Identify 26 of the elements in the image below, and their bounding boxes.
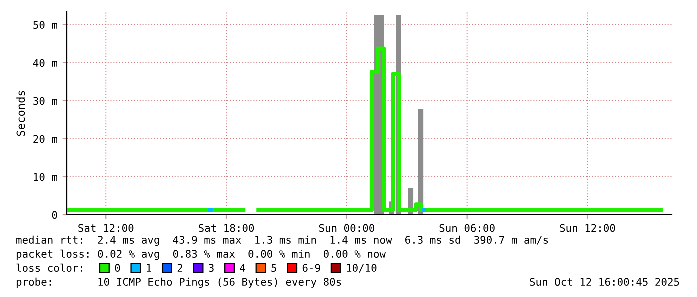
y-tick-label: 10 m	[34, 173, 58, 182]
y-tick-label: 0	[52, 211, 58, 220]
legend-label: 10/10	[347, 264, 377, 273]
x-tick-label: Sun 06:00	[440, 224, 495, 232]
text: probe: 10 ICMP Echo Pings (56 Bytes) every 80s	[16, 278, 342, 288]
text: packet loss: 0.02 % avg 0.83 % max 0.00 % min 0.00 % now	[16, 250, 386, 260]
legend-label: 4	[240, 264, 246, 272]
y-tick-label: 40 m	[33, 59, 58, 68]
legend-label: 0	[115, 264, 120, 272]
x-tick-label: Sat 18:00	[199, 224, 254, 232]
x-tick-label: Sun 00:00	[319, 224, 374, 232]
legend-label: 6-9	[302, 264, 320, 272]
y-tick-label: 30 m	[34, 97, 58, 106]
y-axis-title: Seconds	[16, 91, 26, 136]
legend-title: loss color:	[16, 264, 82, 272]
legend-label: 2	[178, 264, 183, 272]
bar	[418, 108, 424, 215]
text: median rtt: 2.4 ms avg 43.9 ms max 1.3 ms min 1.4 ms now 6.3 ms sd 390.7 m am/s	[16, 236, 548, 246]
x-tick-label: Sun 12:00	[560, 224, 616, 232]
legend-label: 3	[209, 264, 214, 272]
legend-label: 5	[272, 264, 276, 272]
y-tick-label: 20 m	[34, 135, 58, 144]
text: Sun Oct 12 16:00:45 2025	[530, 278, 680, 286]
x-tick-label: Sat 12:00	[78, 224, 134, 232]
legend-label: 1	[147, 264, 152, 272]
y-tick-label: 50 m	[34, 21, 58, 30]
